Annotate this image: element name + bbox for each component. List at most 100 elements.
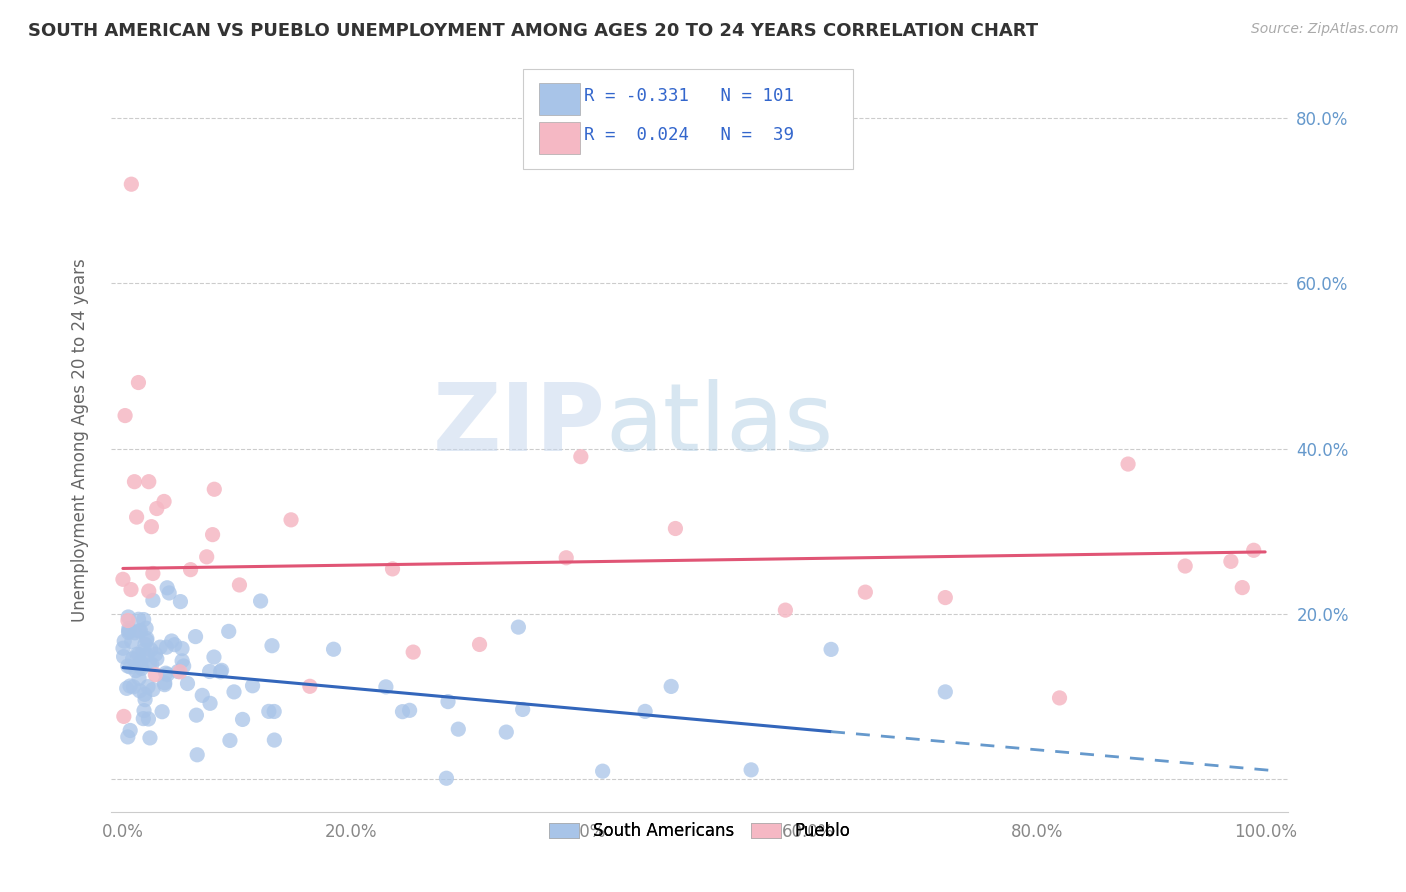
Point: [172, 654, 194, 668]
Point: [131, 661, 153, 675]
Text: R =  0.024   N =  39: R = 0.024 N = 39: [585, 127, 794, 145]
Point: [128, 683, 150, 698]
Point: [132, 712, 155, 726]
Point: [198, 696, 221, 710]
Point: [128, 624, 150, 638]
Point: [202, 650, 225, 665]
Point: [135, 621, 157, 635]
Point: [139, 731, 162, 745]
Point: [176, 676, 198, 690]
Point: [381, 562, 404, 576]
Point: [163, 638, 186, 652]
FancyBboxPatch shape: [538, 83, 579, 115]
Point: [1116, 457, 1139, 471]
Point: [118, 679, 141, 693]
Point: [169, 594, 191, 608]
Point: [592, 764, 614, 779]
Point: [218, 624, 240, 639]
Legend: South Americans, Pueblo: South Americans, Pueblo: [541, 814, 858, 848]
Point: [740, 763, 762, 777]
Point: [135, 633, 157, 648]
Point: [436, 771, 458, 785]
Point: [249, 594, 271, 608]
Point: [391, 705, 413, 719]
Point: [139, 642, 162, 657]
Point: [138, 712, 160, 726]
Point: [263, 733, 285, 747]
Point: [128, 648, 150, 662]
Point: [775, 603, 797, 617]
Point: [117, 730, 139, 744]
Point: [195, 549, 218, 564]
Point: [111, 641, 134, 656]
Point: [145, 647, 167, 661]
Text: SOUTH AMERICAN VS PUEBLO UNEMPLOYMENT AMONG AGES 20 TO 24 YEARS CORRELATION CHAR: SOUTH AMERICAN VS PUEBLO UNEMPLOYMENT AM…: [28, 22, 1038, 40]
Point: [125, 510, 148, 524]
Point: [129, 624, 152, 638]
Point: [132, 704, 155, 718]
Point: [202, 482, 225, 496]
Point: [242, 679, 264, 693]
Point: [934, 591, 956, 605]
Point: [280, 513, 302, 527]
Point: [298, 679, 321, 693]
FancyBboxPatch shape: [523, 69, 852, 169]
Point: [157, 586, 180, 600]
Point: [186, 747, 208, 762]
Point: [122, 680, 145, 694]
Point: [374, 680, 396, 694]
Point: [142, 682, 165, 697]
Point: [260, 639, 283, 653]
Point: [1232, 581, 1254, 595]
Point: [120, 582, 142, 597]
Point: [153, 678, 176, 692]
Point: [257, 705, 280, 719]
Point: [135, 632, 157, 646]
Point: [117, 625, 139, 640]
Point: [820, 642, 842, 657]
Point: [1049, 690, 1071, 705]
FancyBboxPatch shape: [538, 122, 579, 154]
Point: [139, 657, 162, 671]
Point: [1219, 554, 1241, 568]
Point: [135, 648, 157, 662]
Text: Source: ZipAtlas.com: Source: ZipAtlas.com: [1251, 22, 1399, 37]
Point: [201, 527, 224, 541]
Point: [191, 689, 214, 703]
Point: [934, 685, 956, 699]
Point: [129, 659, 152, 673]
Point: [124, 475, 146, 489]
Point: [211, 663, 233, 677]
Point: [569, 450, 592, 464]
Point: [142, 566, 165, 581]
Point: [149, 640, 172, 654]
Point: [153, 676, 176, 690]
Point: [468, 637, 491, 651]
Point: [117, 610, 139, 624]
Point: [136, 680, 159, 694]
Point: [117, 659, 139, 673]
Point: [169, 665, 191, 679]
Point: [138, 584, 160, 599]
Point: [111, 572, 134, 586]
Point: [141, 519, 163, 533]
Point: [112, 709, 135, 723]
Point: [160, 634, 183, 648]
Point: [155, 666, 177, 681]
Point: [146, 652, 169, 666]
Point: [127, 376, 149, 390]
Text: ZIP: ZIP: [433, 379, 606, 472]
Point: [118, 624, 141, 638]
Point: [120, 723, 142, 738]
Point: [117, 614, 139, 628]
Point: [142, 593, 165, 607]
Point: [134, 637, 156, 651]
Point: [114, 409, 136, 423]
Point: [155, 640, 177, 655]
Point: [128, 612, 150, 626]
Point: [186, 708, 208, 723]
Point: [555, 550, 578, 565]
Point: [134, 692, 156, 706]
Point: [495, 725, 517, 739]
Point: [170, 641, 193, 656]
